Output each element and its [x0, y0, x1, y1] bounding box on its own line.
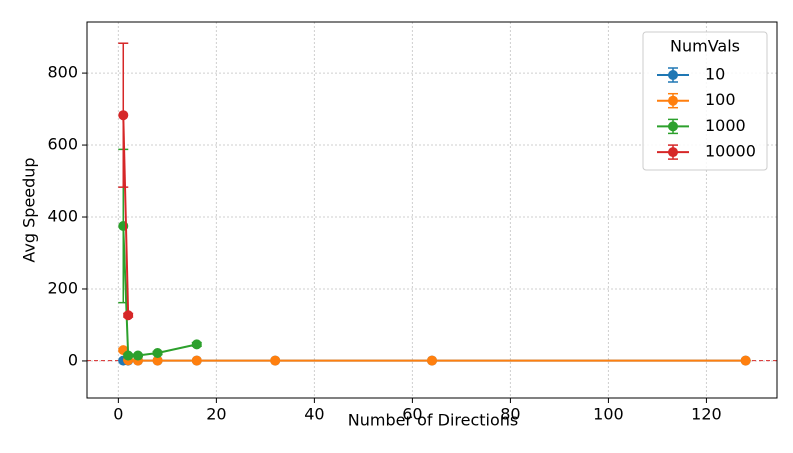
x-tick-label: 20 [206, 405, 226, 424]
point [270, 355, 281, 366]
point [123, 350, 134, 361]
legend-box [642, 31, 768, 171]
legend: NumVals 10 100 1000 10000 [642, 31, 768, 171]
y-tick-label: 400 [47, 207, 78, 226]
point [191, 339, 202, 350]
point [427, 355, 437, 366]
y-axis-label: Avg Speedup [20, 157, 39, 262]
x-tick-label: 120 [691, 405, 722, 424]
legend-marker [668, 95, 678, 106]
x-tick-label: 100 [593, 405, 624, 424]
y-tick-label: 200 [47, 278, 78, 297]
series-line [122, 115, 130, 316]
legend-marker [668, 70, 678, 80]
legend-label: 10000 [705, 142, 756, 161]
plot-frame [86, 21, 778, 399]
y-tick-label: 600 [47, 135, 78, 154]
legend-marker [668, 147, 678, 158]
x-tick-label: 80 [500, 405, 520, 424]
x-tick-label: 60 [402, 405, 422, 424]
x-tick-label: 40 [304, 405, 324, 424]
point [132, 350, 143, 361]
x-axis-label: Number of Directions [348, 411, 518, 430]
legend-marker [668, 121, 678, 132]
legend-label: 100 [705, 90, 736, 109]
legend-label: 1000 [705, 116, 746, 135]
point [191, 355, 202, 366]
series-line [122, 225, 197, 357]
x-tick-label: 0 [113, 405, 123, 424]
legend-label: 10 [705, 65, 725, 84]
y-tick-label: 800 [47, 63, 78, 82]
legend-title: NumVals [670, 37, 740, 56]
point [152, 355, 163, 366]
point [152, 348, 163, 359]
point [118, 110, 129, 121]
y-tick-label: 0 [68, 350, 78, 369]
point [740, 355, 751, 366]
point [123, 310, 134, 321]
